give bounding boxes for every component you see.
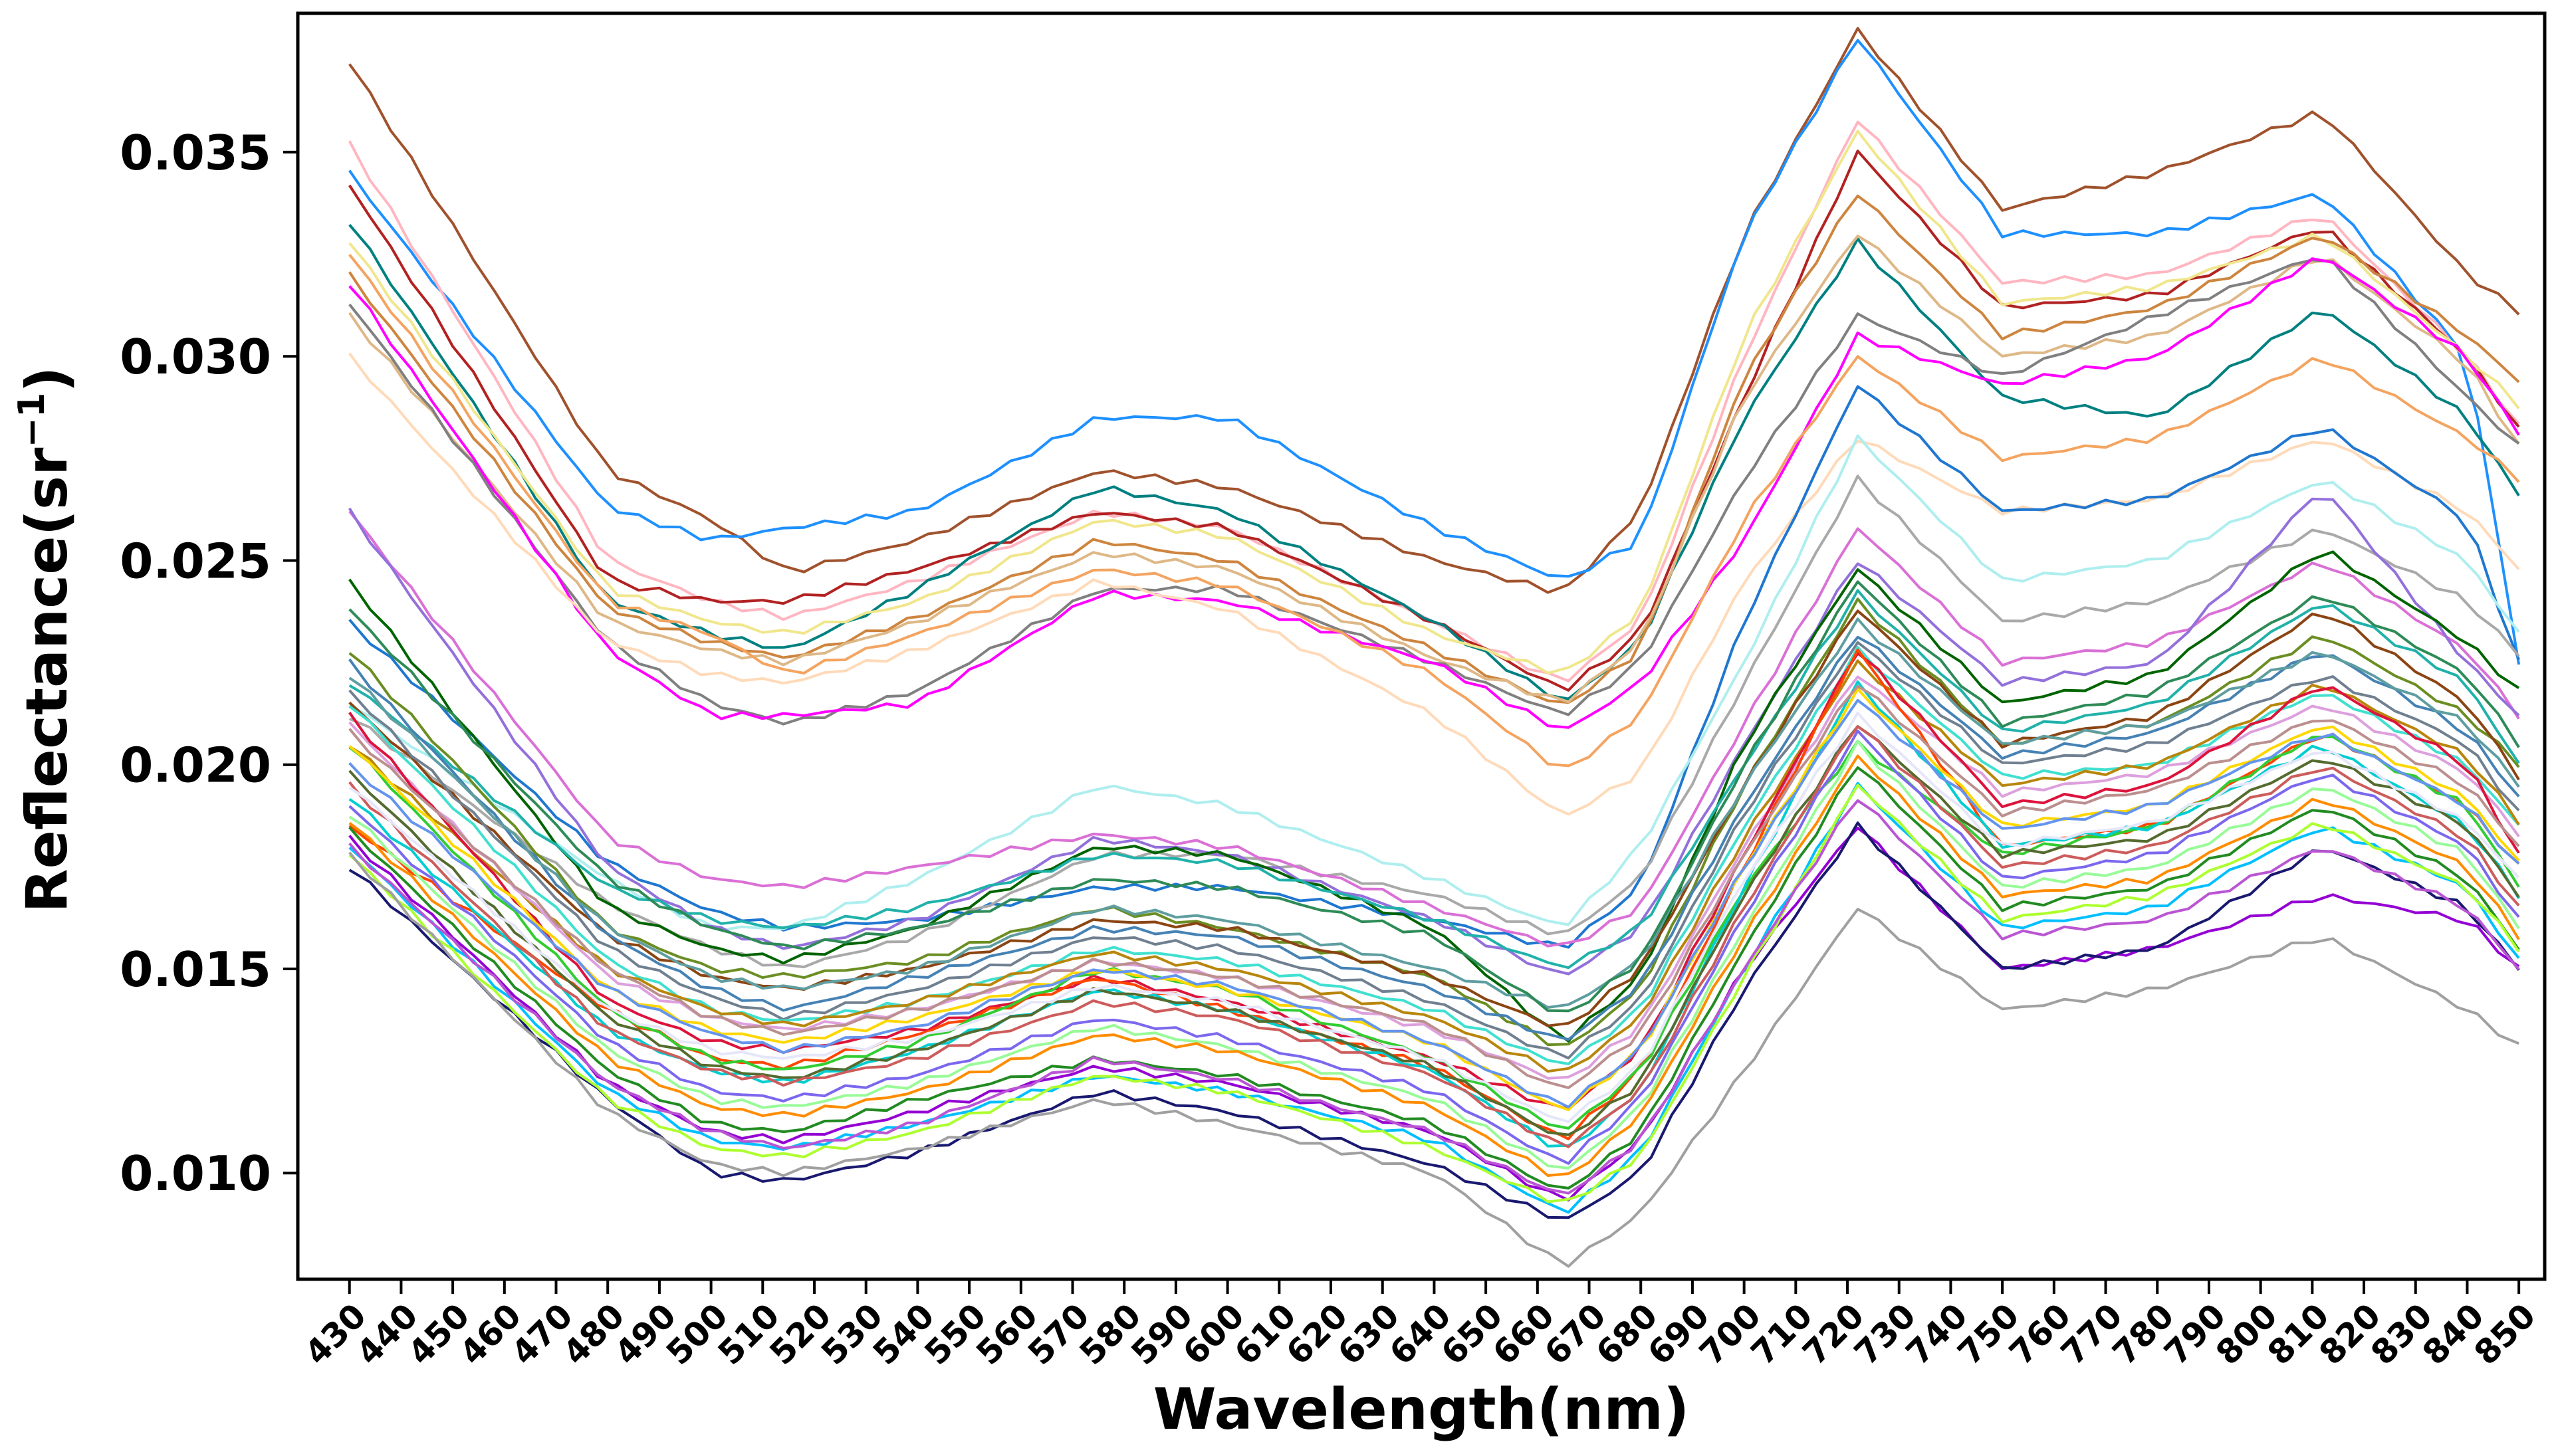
y-axis-title: Reflectance(sr−1) [11,366,80,912]
series-line-40 [348,783,2520,1203]
y-tick-label: 0.025 [120,533,271,589]
y-tick-label: 0.020 [120,738,271,793]
series-line-36 [348,766,2520,1190]
series-line-45 [348,580,2520,1013]
y-axis-title-main: Reflectance(sr [14,447,80,913]
series-line-16 [348,510,2520,948]
series-line-42 [348,851,2519,1268]
series-line-25 [348,659,2520,1073]
series-line-38 [348,781,2520,1214]
series-line-31 [348,725,2520,1136]
y-tick-label: 0.010 [120,1146,271,1201]
series-line-35 [348,754,2520,1177]
series-line-1 [348,27,2520,594]
series-line-11 [348,254,2520,768]
series-line-41 [348,799,2520,1195]
y-axis-title-superscript: −1 [11,393,53,448]
series-line-8 [348,235,2520,704]
series-line-10 [348,257,2520,729]
y-axis-title-close: ) [14,366,80,392]
series-line-48 [348,711,2520,1124]
series-line-22 [348,635,2520,1041]
series-line-34 [348,740,2520,1170]
series-line-2 [348,39,2521,665]
y-tick-label: 0.035 [120,125,271,181]
series-layer [348,27,2521,1268]
series-line-7 [348,194,2520,704]
y-tick-label: 0.015 [120,942,271,997]
series-line-32 [348,725,2520,1148]
series-line-23 [348,641,2520,1060]
y-axis: 0.010 0.015 0.020 0.025 0.030 0.035 [120,125,298,1201]
y-tick-label: 0.030 [120,329,271,385]
series-line-47 [348,698,2520,1108]
series-line-46 [348,684,2520,1089]
plot-frame [296,11,2547,1281]
series-line-5 [348,224,2520,700]
x-axis-title: Wavelength(nm) [1153,1376,1690,1443]
series-line-18 [348,550,2520,1043]
series-line-44 [348,617,2520,1009]
series-line-33 [348,729,2520,1165]
series-line-6 [348,130,2520,675]
series-line-19 [348,589,2520,970]
series-line-39 [348,821,2520,1219]
